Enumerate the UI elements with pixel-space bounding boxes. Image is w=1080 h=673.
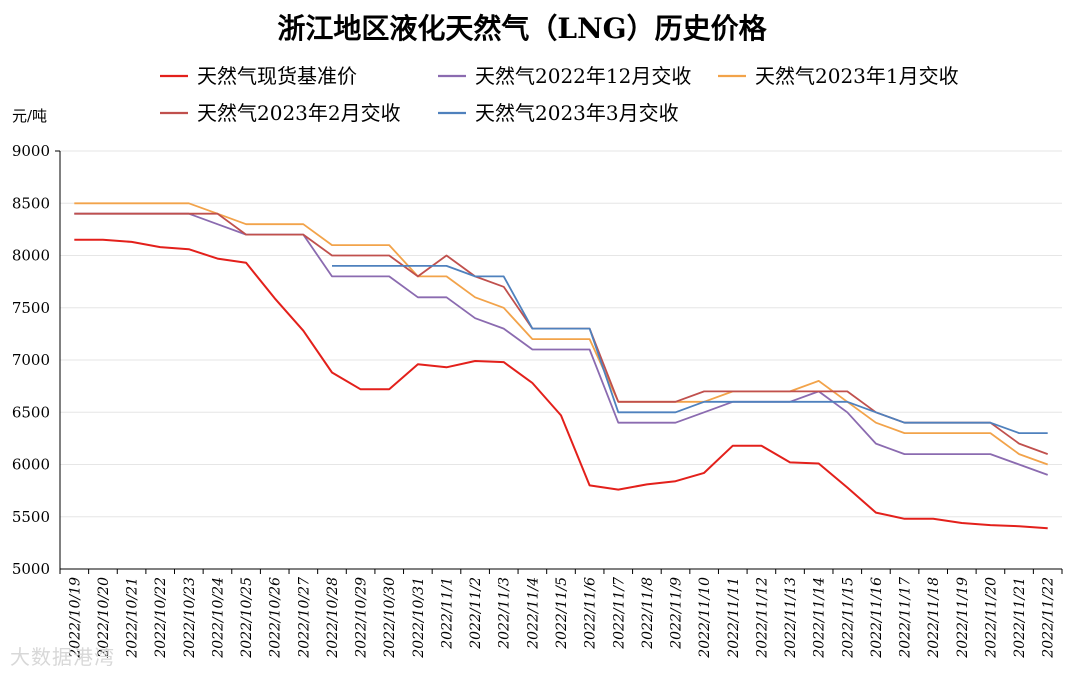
legend-label: 天然气2022年12月交收 xyxy=(475,64,691,88)
series-line-0 xyxy=(74,238,1048,530)
chart-title: 浙江地区液化天然气（LNG）历史价格 xyxy=(277,12,767,45)
y-axis-unit: 元/吨 xyxy=(12,107,47,125)
x-tick-label: 2022/10/23 xyxy=(182,577,198,659)
x-tick-label: 2022/11/10 xyxy=(697,577,713,659)
y-tick-label: 9000 xyxy=(12,142,50,160)
legend-label: 天然气2023年1月交收 xyxy=(755,64,959,88)
x-tick-label: 2022/10/24 xyxy=(210,577,226,659)
x-tick-label: 2022/11/15 xyxy=(840,577,856,659)
x-tick-label: 2022/11/1 xyxy=(439,577,455,650)
x-tick-label: 2022/11/20 xyxy=(983,577,999,659)
gridlines xyxy=(60,150,1062,518)
x-tick-label: 2022/11/3 xyxy=(497,577,513,650)
series-line-1 xyxy=(74,212,1049,476)
x-tick-label: 2022/11/13 xyxy=(783,577,799,659)
x-tick-label: 2022/11/7 xyxy=(611,577,627,650)
x-tick-label: 2022/11/8 xyxy=(640,577,656,650)
x-tick-label: 2022/11/16 xyxy=(869,577,885,659)
legend-label: 天然气2023年2月交收 xyxy=(197,101,401,125)
x-tick-label: 2022/10/25 xyxy=(239,577,255,659)
x-tick-label: 2022/10/19 xyxy=(67,577,83,659)
x-tick-label: 2022/10/26 xyxy=(268,577,284,659)
x-tick-label: 2022/10/31 xyxy=(411,577,427,659)
x-tick-label: 2022/11/4 xyxy=(525,577,541,650)
y-tick-label: 8000 xyxy=(12,247,50,265)
y-tick-label: 5000 xyxy=(12,560,50,578)
x-tick-label: 2022/11/18 xyxy=(926,577,942,659)
axes xyxy=(55,150,1063,574)
watermark: 大数据港湾 xyxy=(10,645,115,669)
legend: 天然气现货基准价 天然气2022年12月交收 天然气2023年1月交收天然气2023… xyxy=(160,64,959,125)
x-tick-label: 2022/11/14 xyxy=(812,577,828,659)
y-tick-label: 7000 xyxy=(12,351,50,369)
x-tick-label: 2022/10/20 xyxy=(96,577,112,659)
legend-label: 天然气2023年3月交收 xyxy=(475,101,679,125)
series-line-2 xyxy=(74,202,1049,466)
x-tick-label: 2022/10/30 xyxy=(382,577,398,659)
y-tick-label: 8500 xyxy=(12,194,50,212)
series-lines xyxy=(74,202,1049,530)
x-tick-label: 2022/10/27 xyxy=(296,577,312,659)
x-tick-label: 2022/11/11 xyxy=(726,577,742,659)
x-tick-label: 2022/11/21 xyxy=(1012,577,1028,659)
x-tick-label: 2022/10/21 xyxy=(125,577,141,659)
y-tick-label: 5500 xyxy=(12,508,50,526)
x-tick-label: 2022/11/19 xyxy=(955,577,971,659)
x-tick-label: 2022/10/28 xyxy=(325,577,341,659)
legend-label: 天然气现货基准价 xyxy=(197,64,357,88)
y-tick-labels: 5000 5500 6000 6500 7000 7500 8000 8500 9000 xyxy=(12,142,50,578)
y-tick-label: 7500 xyxy=(12,299,50,317)
y-tick-label: 6500 xyxy=(12,403,50,421)
x-tick-label: 2022/11/17 xyxy=(898,577,914,659)
x-tick-label: 2022/10/29 xyxy=(354,577,370,659)
x-tick-label: 2022/11/6 xyxy=(583,577,599,650)
x-tick-label: 2022/11/12 xyxy=(754,577,770,659)
series-line-4 xyxy=(332,265,1048,434)
x-tick-label: 2022/11/22 xyxy=(1041,577,1057,659)
x-tick-label: 2022/11/2 xyxy=(468,577,484,650)
x-tick-label: 2022/10/22 xyxy=(153,577,169,659)
x-tick-labels: 2022/10/19 2022/10/20 2022/10/21 2022/10/22… xyxy=(67,577,1056,659)
x-tick-label: 2022/11/5 xyxy=(554,577,570,650)
x-tick-label: 2022/11/9 xyxy=(669,577,685,650)
y-tick-label: 6000 xyxy=(12,456,50,474)
